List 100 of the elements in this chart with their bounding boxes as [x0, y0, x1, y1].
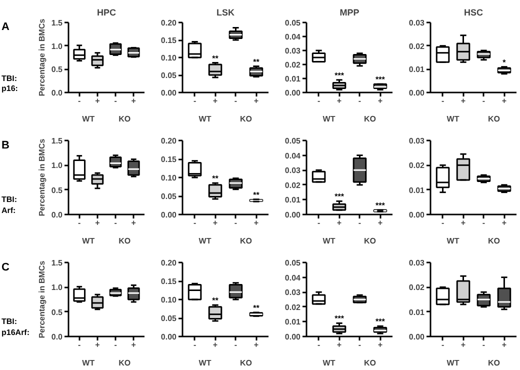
- text: ***: [376, 75, 385, 84]
- x-tick-label: -: [317, 340, 320, 350]
- text: KO: [364, 358, 376, 368]
- y-tick-label: 0.01: [408, 308, 426, 317]
- text: TBI:: [2, 194, 18, 204]
- text: WT: [322, 236, 336, 246]
- y-tick-label: 1.0: [51, 161, 64, 170]
- x-tick-label: +: [254, 96, 259, 106]
- text: KO: [364, 236, 376, 246]
- text: ***: [334, 70, 344, 80]
- text: WT: [198, 114, 212, 124]
- x-tick-label: +: [336, 96, 342, 106]
- y-tick-label: 0.04: [284, 273, 302, 282]
- x-tick-label: -: [358, 96, 362, 106]
- x-tick-label: -: [482, 96, 486, 106]
- x-tick-label: -: [482, 340, 486, 350]
- x-tick-label: +: [378, 218, 383, 228]
- text: WT: [446, 114, 460, 124]
- x-tick-label: +: [336, 218, 342, 228]
- y-tick-label: 0.02: [284, 180, 302, 190]
- text: WT: [322, 358, 336, 368]
- y-tick-label: 0.00: [160, 332, 178, 342]
- y-tick-label: 0.03: [284, 46, 302, 56]
- x-tick-label: -: [78, 96, 82, 106]
- x-tick-label: +: [254, 340, 259, 350]
- x-tick-label: +: [131, 218, 136, 228]
- text: **: [253, 303, 260, 312]
- text: A: [2, 20, 10, 33]
- text: WT: [198, 358, 212, 368]
- x-tick-label: +: [502, 218, 507, 228]
- y-tick-label: 0.20: [160, 258, 178, 268]
- text: **: [212, 296, 218, 306]
- x-tick-label: -: [193, 96, 196, 106]
- y-tick-label: 0.01: [408, 186, 426, 195]
- text: B: [2, 139, 10, 152]
- text: KO: [240, 236, 252, 246]
- x-tick-label: +: [336, 340, 342, 350]
- y-tick-label: 0.02: [408, 42, 426, 51]
- y-tick-label: 0.04: [284, 151, 302, 160]
- text: KO: [488, 358, 500, 368]
- x-tick-label: +: [212, 340, 218, 350]
- chart-title: MPP: [340, 8, 360, 18]
- y-tick-label: 1.5: [51, 136, 64, 146]
- x-tick-label: +: [131, 96, 136, 106]
- y-tick-label: 0.01: [408, 65, 426, 74]
- text: WT: [322, 114, 336, 124]
- y-tick-label: 0.01: [284, 196, 302, 205]
- text: WT: [446, 236, 460, 246]
- text: KO: [240, 114, 252, 124]
- y-tick-label: 0.05: [160, 192, 178, 201]
- y-tick-label: 1.0: [51, 42, 64, 51]
- text: Arf:: [2, 206, 16, 215]
- y-tick-label: 0.00: [284, 210, 302, 220]
- x-tick-label: +: [460, 218, 466, 228]
- y-tick-label: 1.5: [51, 258, 64, 268]
- x-tick-label: +: [460, 340, 466, 350]
- x-tick-label: -: [317, 218, 320, 228]
- text: TBI:: [2, 316, 18, 326]
- x-tick-label: +: [254, 218, 259, 228]
- x-tick-label: +: [460, 96, 466, 106]
- y-tick-label: 0.05: [160, 314, 178, 323]
- text: **: [253, 57, 260, 66]
- y-tick-label: 0.02: [408, 161, 426, 170]
- x-tick-label: -: [234, 340, 238, 350]
- text: **: [212, 54, 218, 63]
- x-tick-label: +: [212, 218, 218, 228]
- y-tick-label: 0.00: [284, 332, 302, 342]
- y-tick-label: 0.04: [284, 32, 302, 42]
- x-tick-label: -: [78, 218, 82, 228]
- y-tick-label: 0.20: [160, 136, 178, 146]
- text: ***: [376, 317, 385, 326]
- y-axis-title: Percentage in BMCs: [37, 138, 46, 216]
- y-tick-label: 0.03: [284, 288, 302, 298]
- x-tick-label: -: [317, 96, 320, 106]
- y-tick-label: 0.02: [284, 302, 302, 312]
- x-tick-label: -: [114, 218, 118, 228]
- y-tick-label: 0.15: [160, 155, 178, 164]
- y-tick-label: 1.0: [51, 283, 64, 292]
- y-tick-label: 0.00: [408, 332, 426, 342]
- text: KO: [488, 236, 500, 246]
- text: **: [212, 174, 218, 184]
- y-tick-label: 0.00: [160, 210, 178, 220]
- y-tick-label: 0.01: [284, 74, 302, 84]
- x-tick-label: -: [441, 218, 444, 228]
- y-axis-title: Percentage in BMCs: [37, 18, 46, 96]
- text: WT: [198, 236, 212, 246]
- x-tick-label: -: [441, 96, 444, 106]
- y-tick-label: 0.03: [284, 166, 302, 176]
- text: WT: [82, 358, 95, 368]
- x-tick-label: -: [234, 218, 238, 228]
- y-tick-label: 0.5: [51, 186, 64, 195]
- x-tick-label: -: [441, 340, 444, 350]
- chart-title: HPC: [97, 8, 116, 18]
- x-tick-label: +: [502, 340, 507, 350]
- y-tick-label: 0.0: [51, 88, 64, 98]
- y-tick-label: 0.0: [51, 332, 64, 342]
- x-tick-label: -: [114, 340, 118, 350]
- text: KO: [118, 114, 131, 124]
- text: *: [502, 58, 506, 67]
- chart-title: LSK: [216, 8, 235, 18]
